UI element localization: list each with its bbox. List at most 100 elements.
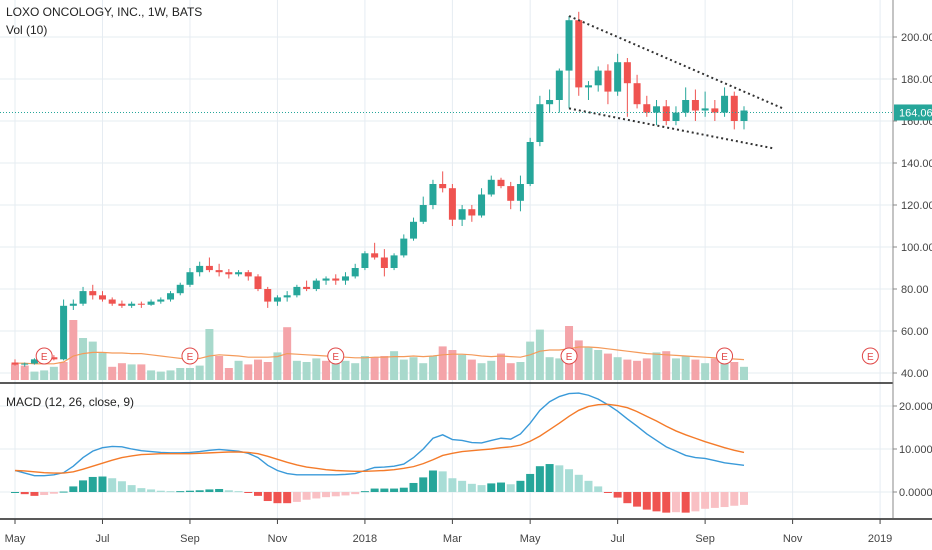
volume-bar [224, 368, 233, 380]
candle-body [50, 357, 58, 360]
volume-bar [205, 329, 214, 380]
candle-body [118, 303, 126, 306]
volume-bar [467, 359, 476, 380]
grid [0, 0, 893, 518]
volume-bar [88, 341, 97, 380]
volume-bar [555, 358, 564, 380]
candle-body [235, 272, 243, 275]
candle-body [614, 62, 622, 92]
macd-histogram-bar [419, 477, 428, 492]
volume-bar [215, 356, 224, 380]
candle-body [701, 108, 709, 111]
macd-histogram-bar [652, 492, 661, 512]
macd-histogram-bar [108, 478, 117, 492]
candle-body [167, 293, 175, 300]
macd-histogram-bar [185, 490, 194, 492]
candle-body [575, 20, 583, 88]
candle-body [128, 303, 136, 306]
candle-body [11, 362, 19, 365]
candle-body [448, 188, 456, 220]
macd-histogram-bar [526, 473, 535, 492]
volume-bar [341, 360, 350, 380]
macd-histogram-bar [574, 474, 583, 492]
earnings-marker [861, 347, 879, 365]
macd-histogram-bar [535, 466, 544, 492]
macd-histogram-bar [740, 492, 748, 505]
candle-body [711, 108, 719, 113]
volume-bar [477, 363, 486, 380]
earnings-marker-label: E [721, 352, 728, 363]
volume-bar [380, 356, 389, 380]
volume-bar [526, 341, 535, 380]
volume-bar [390, 351, 399, 380]
volume-bar [584, 347, 593, 380]
macd-pane [0, 382, 893, 513]
candle-body [400, 238, 408, 256]
macd-histogram-bar [467, 483, 476, 492]
time-axis-label: Nov [268, 533, 288, 545]
macd-histogram-bar [701, 492, 710, 509]
candle-body [264, 289, 272, 302]
earnings-marker [181, 347, 199, 365]
macd-histogram-bar [691, 492, 700, 512]
volume-bar [652, 352, 661, 380]
candle-body [691, 100, 699, 111]
candle-body [361, 253, 369, 268]
earnings-marker [35, 347, 53, 365]
macd-histogram-bar [254, 492, 262, 496]
macd-histogram-bar [244, 492, 253, 493]
volume-bar [710, 358, 719, 380]
volume-ma-line [15, 346, 745, 365]
volume-bar [302, 362, 311, 380]
candle-body [98, 295, 106, 300]
candle-body [653, 106, 661, 113]
volume-bar [419, 363, 428, 380]
volume-bar [594, 350, 603, 380]
candle-body [604, 70, 612, 92]
macd-legend[interactable]: MACD (12, 26, close, 9) [6, 395, 135, 409]
candle-body [341, 276, 349, 281]
candle-body [468, 209, 476, 216]
price-axis-label: 140.00 [901, 158, 932, 170]
candle-body [254, 276, 262, 289]
price-axis-label: 80.00 [901, 284, 929, 296]
volume-legend[interactable]: Vol (10) [6, 23, 48, 37]
volume-bar [292, 360, 301, 380]
time-axis-label: Jul [611, 533, 625, 545]
candle-body [293, 286, 301, 296]
volume-bar [312, 358, 321, 380]
volume-bar [331, 362, 340, 380]
candle-body [380, 257, 388, 268]
volume-bar [633, 360, 642, 380]
macd-histogram-bar [156, 490, 165, 492]
macd-histogram-bar [428, 470, 437, 492]
volume-bar [351, 363, 360, 380]
volume-bar [98, 352, 107, 380]
volume-bar [681, 356, 690, 380]
trendline [568, 15, 784, 110]
candle-body [419, 205, 427, 222]
volume-bar [322, 360, 331, 380]
candle-body [487, 179, 495, 195]
candle-body [312, 280, 320, 289]
macd-histogram-bar [438, 471, 447, 492]
symbol-legend[interactable]: LOXO ONCOLOGY, INC., 1W, BATS [6, 5, 203, 19]
volume-bar [156, 371, 165, 380]
macd-line [14, 392, 745, 477]
macd-histogram-bar [224, 490, 233, 492]
current-price-tag-label: 164.06 [899, 107, 932, 119]
volume-bar [370, 357, 379, 380]
time-axis-label: Mar [443, 533, 462, 545]
candle-body [79, 291, 87, 304]
time-axis-label: Jul [95, 533, 109, 545]
candle-body [283, 295, 291, 298]
candle-body [244, 272, 252, 277]
volume-bar [535, 329, 544, 380]
candle-body [643, 104, 651, 113]
macd-axis-label: 10.0000 [899, 444, 932, 456]
candle-body [196, 265, 204, 273]
macd-histogram-bar [710, 492, 719, 508]
volume-bar [409, 357, 418, 380]
